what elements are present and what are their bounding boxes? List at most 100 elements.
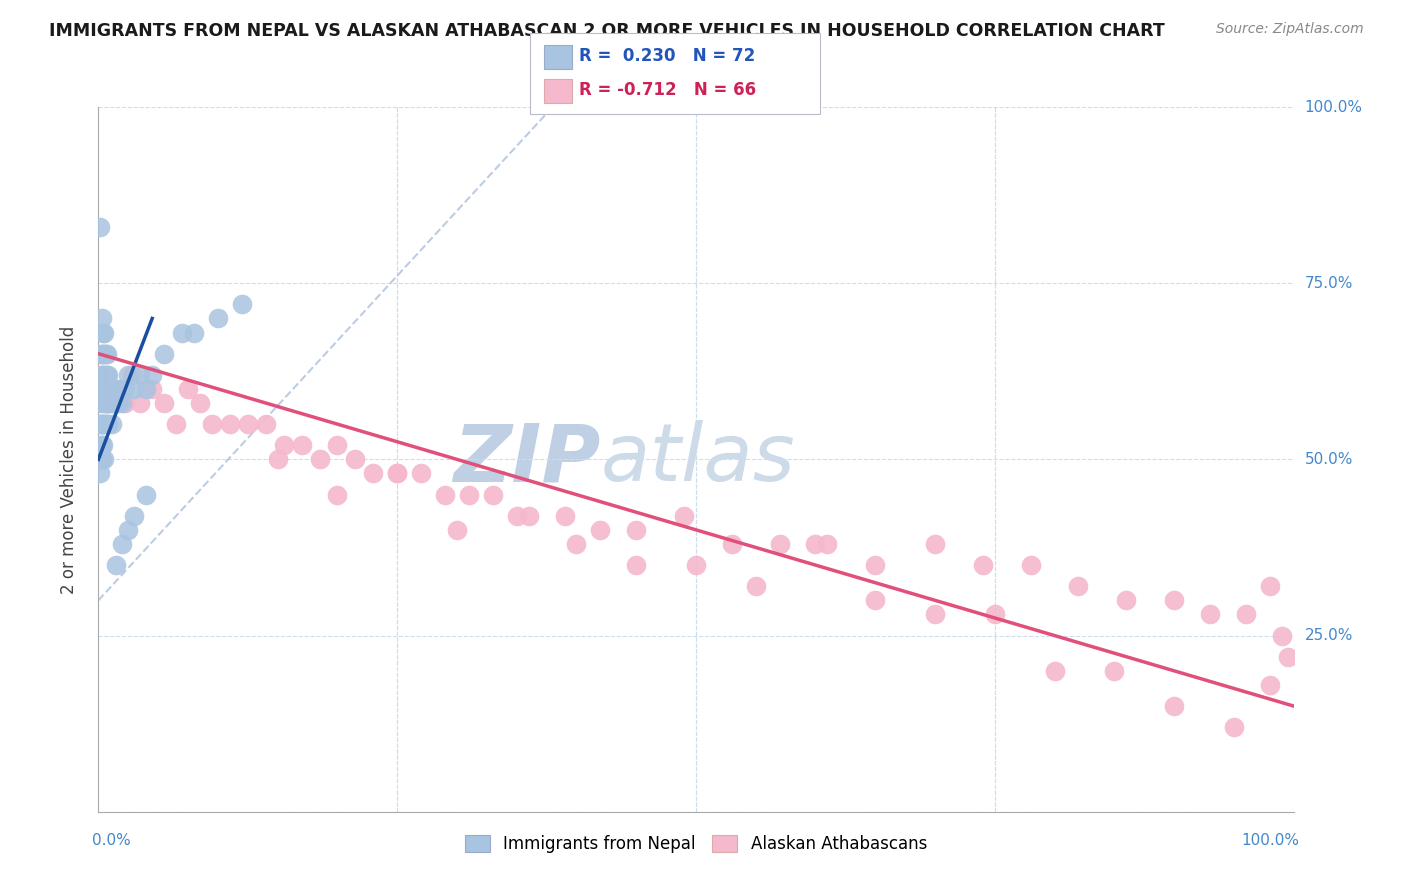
Point — [108, 382, 131, 396]
Point — [685, 558, 707, 573]
Point — [93, 346, 115, 360]
Point — [93, 396, 115, 410]
Point — [94, 417, 117, 431]
Point — [1271, 628, 1294, 642]
Point — [141, 368, 163, 382]
Point — [91, 368, 114, 382]
Point — [93, 326, 115, 340]
Text: atlas: atlas — [600, 420, 796, 499]
Point — [93, 417, 115, 431]
Point — [326, 438, 349, 452]
Point — [385, 467, 409, 481]
Point — [98, 396, 122, 410]
Point — [626, 558, 648, 573]
Point — [589, 523, 612, 537]
Point — [108, 382, 131, 396]
Point — [721, 537, 744, 551]
Point — [117, 368, 139, 382]
Point — [1258, 678, 1281, 692]
Point — [89, 382, 111, 396]
Text: 0.0%: 0.0% — [93, 833, 131, 848]
Point — [101, 396, 124, 410]
Point — [344, 452, 367, 467]
Point — [90, 346, 112, 360]
Point — [90, 382, 112, 396]
Point — [165, 417, 187, 431]
Point — [745, 579, 768, 593]
Point — [626, 523, 648, 537]
Point — [98, 382, 121, 396]
Y-axis label: 2 or more Vehicles in Household: 2 or more Vehicles in Household — [59, 326, 77, 593]
Point — [91, 417, 114, 431]
Point — [94, 396, 117, 410]
Point — [96, 368, 118, 382]
Point — [129, 396, 152, 410]
Text: ZIP: ZIP — [453, 420, 600, 499]
Point — [924, 537, 946, 551]
Point — [267, 452, 290, 467]
Point — [446, 523, 468, 537]
Point — [481, 487, 505, 501]
Point — [91, 382, 114, 396]
Point — [97, 382, 120, 396]
Point — [554, 508, 576, 523]
Point — [517, 508, 540, 523]
Point — [91, 368, 114, 382]
Point — [1019, 558, 1042, 573]
Point — [91, 326, 114, 340]
Point — [188, 396, 211, 410]
Point — [1258, 579, 1281, 593]
Point — [1104, 664, 1126, 678]
Point — [141, 382, 163, 396]
Point — [865, 558, 887, 573]
Point — [93, 368, 115, 382]
Text: R = -0.712   N = 66: R = -0.712 N = 66 — [579, 81, 756, 99]
Point — [93, 452, 115, 467]
Point — [804, 537, 827, 551]
Point — [111, 396, 134, 410]
Point — [254, 417, 277, 431]
Point — [183, 326, 205, 340]
Point — [94, 382, 117, 396]
Point — [1163, 593, 1185, 607]
Point — [1223, 720, 1246, 734]
Point — [135, 382, 157, 396]
Point — [363, 467, 385, 481]
Point — [91, 438, 114, 452]
Point — [177, 382, 200, 396]
Point — [1277, 649, 1299, 664]
Point — [129, 368, 152, 382]
Point — [90, 396, 112, 410]
Point — [219, 417, 242, 431]
Point — [107, 396, 129, 410]
Point — [124, 508, 146, 523]
Point — [124, 382, 146, 396]
Point — [89, 417, 111, 431]
Point — [98, 396, 121, 410]
Point — [91, 346, 114, 360]
Text: 75.0%: 75.0% — [1305, 276, 1353, 291]
Text: 25.0%: 25.0% — [1305, 628, 1353, 643]
Point — [111, 537, 134, 551]
Point — [172, 326, 194, 340]
Point — [1043, 664, 1066, 678]
Text: R =  0.230   N = 72: R = 0.230 N = 72 — [579, 47, 755, 65]
Point — [114, 396, 136, 410]
Text: 100.0%: 100.0% — [1241, 833, 1299, 848]
Point — [865, 593, 887, 607]
Point — [673, 508, 696, 523]
Point — [98, 382, 122, 396]
Point — [91, 452, 114, 467]
Point — [97, 417, 120, 431]
Legend: Immigrants from Nepal, Alaskan Athabascans: Immigrants from Nepal, Alaskan Athabasca… — [458, 829, 934, 860]
Point — [434, 487, 457, 501]
Point — [924, 607, 946, 622]
Point — [291, 438, 314, 452]
Point — [91, 382, 114, 396]
Point — [89, 452, 111, 467]
Point — [89, 467, 111, 481]
Point — [105, 558, 128, 573]
Point — [100, 417, 122, 431]
Point — [308, 452, 330, 467]
Text: 100.0%: 100.0% — [1305, 100, 1362, 114]
